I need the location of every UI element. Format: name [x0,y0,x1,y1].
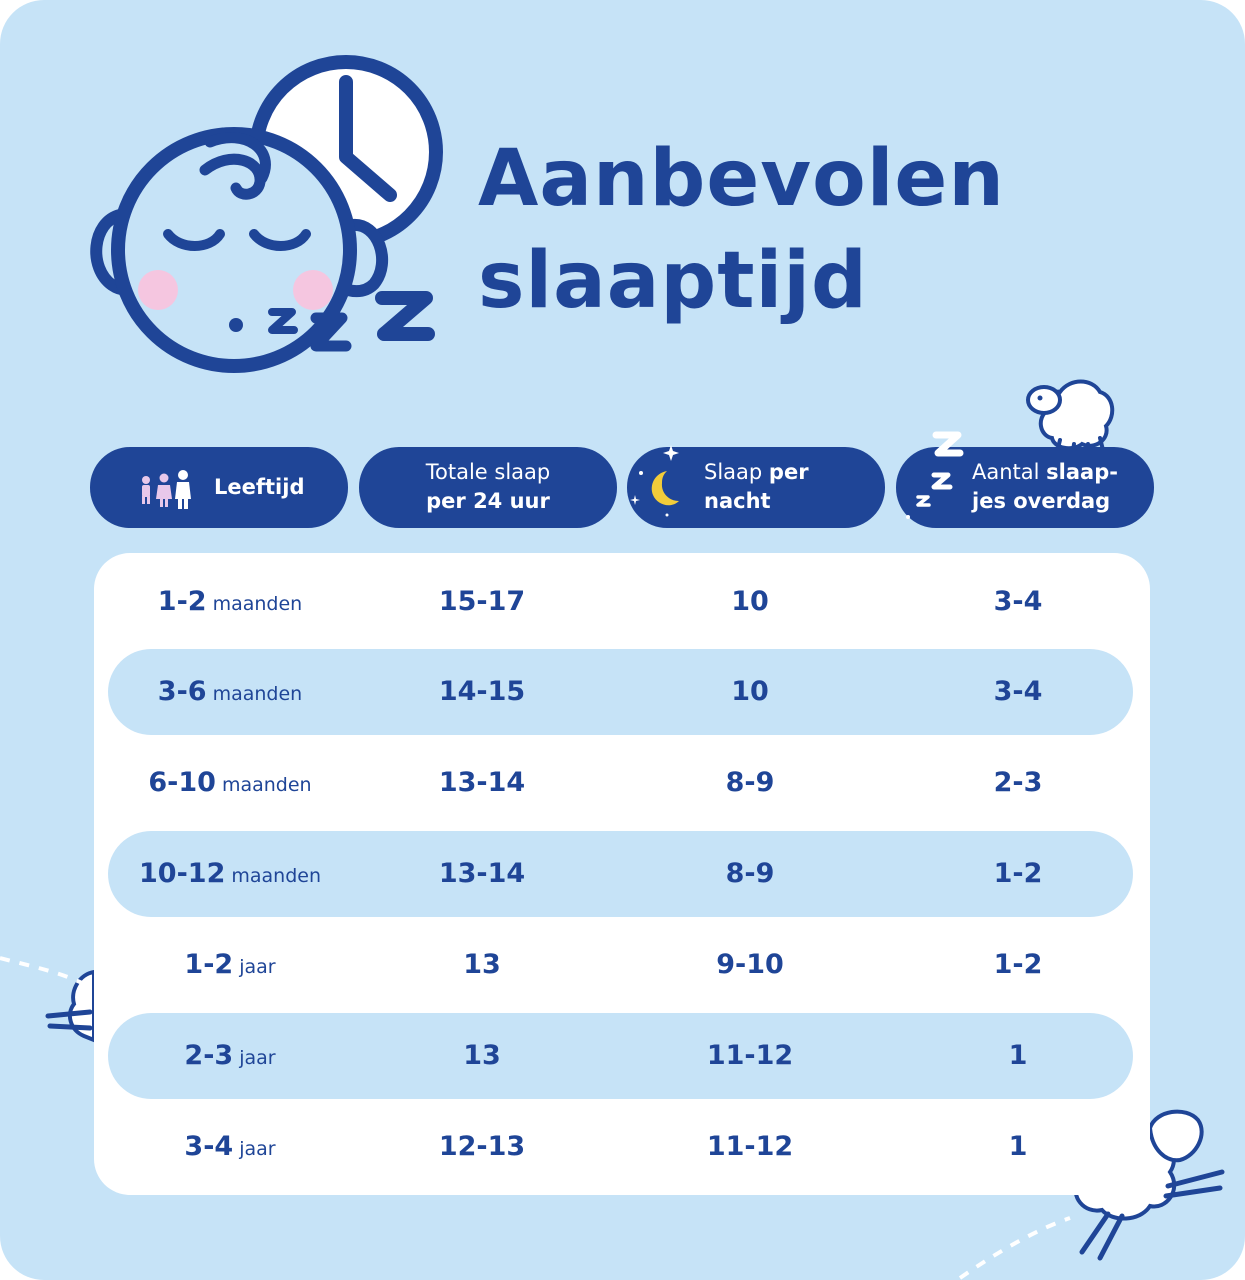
title-line-2: slaaptijd [478,236,868,326]
moon-stars-icon [630,445,679,517]
header-naps-line-2: jes overdag [972,489,1111,513]
table-row: 6-10 maanden 13-14 8-9 2-3 [108,740,1133,826]
zzz-icon [268,291,435,352]
age-cell: 3-6 maanden [157,676,303,707]
total-sleep-cell: 13-14 [438,858,526,889]
naps-cell: 1-2 [993,858,1043,889]
night-sleep-cell: 11-12 [706,1131,794,1162]
header-naps-line-1: Aantal [972,460,1047,484]
header-night-line-2: nacht [704,489,771,513]
header-age: Leeftijd [90,447,348,528]
header-night-line-1: Slaap [704,460,769,484]
age-cell: 6-10 maanden [148,767,312,798]
naps-cell: 3-4 [993,586,1043,617]
title-line-1: Aanbevolen [478,134,1005,224]
naps-cell: 1 [1008,1040,1028,1071]
table-row: 1-2 jaar 13 9-10 1-2 [108,922,1133,1008]
total-sleep-cell: 12-13 [438,1131,526,1162]
night-sleep-cell: 10 [731,676,769,707]
zzz-icon [906,431,964,519]
naps-cell: 1-2 [993,949,1043,980]
family-icon [142,470,191,509]
table-row: 3-6 maanden 14-15 10 3-4 [108,649,1133,735]
sheep-icon [45,969,96,1043]
night-sleep-cell: 8-9 [725,858,775,889]
header-total-sleep: Totale slaap per 24 uur [359,447,617,528]
page-title: Aanbevolen slaaptijd [478,128,1005,332]
header-night-sleep: Slaap per nacht [627,445,885,528]
naps-cell: 1 [1008,1131,1028,1162]
header-night-line-1-bold: per [768,460,809,484]
total-sleep-cell: 14-15 [438,676,526,707]
age-cell: 2-3 jaar [184,1040,276,1071]
table-row: 2-3 jaar 13 11-12 1 [108,1013,1133,1099]
table-row: 1-2 maanden 15-17 10 3-4 [108,559,1133,645]
age-cell: 3-4 jaar [184,1131,276,1162]
age-cell: 1-2 maanden [157,586,303,617]
header-total-line-2: per 24 uur [426,489,550,513]
night-sleep-cell: 8-9 [725,767,775,798]
table-row: 10-12 maanden 13-14 8-9 1-2 [108,831,1133,917]
naps-cell: 3-4 [993,676,1043,707]
total-sleep-cell: 13-14 [438,767,526,798]
naps-cell: 2-3 [993,767,1043,798]
night-sleep-cell: 10 [731,586,769,617]
age-cell: 1-2 jaar [184,949,276,980]
header-age-label: Leeftijd [214,475,305,499]
header-total-line-1: Totale slaap [425,460,551,484]
header-naps-line-1-bold: slaap- [1046,460,1118,484]
table-row: 3-4 jaar 12-13 11-12 1 [108,1104,1133,1190]
clock-icon [249,55,443,249]
total-sleep-cell: 13 [463,1040,501,1071]
total-sleep-cell: 15-17 [438,586,526,617]
night-sleep-cell: 11-12 [706,1040,794,1071]
header-naps: Aantal slaap- jes overdag [896,431,1154,528]
night-sleep-cell: 9-10 [716,949,784,980]
age-cell: 10-12 maanden [139,858,321,889]
total-sleep-cell: 13 [463,949,501,980]
